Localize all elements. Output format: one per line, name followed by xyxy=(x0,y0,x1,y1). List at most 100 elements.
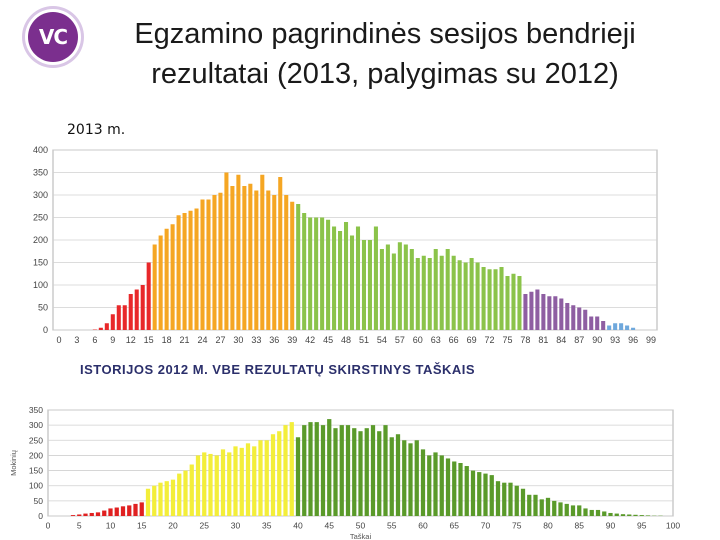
bar xyxy=(361,240,367,330)
bar xyxy=(70,515,76,516)
bar xyxy=(595,316,600,330)
x-tick-label: 48 xyxy=(341,335,351,345)
bar xyxy=(158,235,163,330)
bar xyxy=(254,190,259,330)
bar xyxy=(408,443,413,516)
bar xyxy=(308,422,313,516)
x-tick-label: 10 xyxy=(106,521,116,531)
bar xyxy=(414,440,419,516)
bar xyxy=(377,431,382,516)
bar xyxy=(314,422,319,516)
bar xyxy=(439,255,444,330)
x-tick-label: 20 xyxy=(168,521,178,531)
y-tick-label: 300 xyxy=(29,420,43,430)
x-tick-label: 100 xyxy=(666,521,680,531)
bar xyxy=(239,447,244,516)
y-tick-label: 0 xyxy=(38,511,43,521)
bar xyxy=(206,199,211,330)
bar xyxy=(577,307,582,330)
bar xyxy=(547,296,552,330)
bar xyxy=(314,217,319,330)
bar xyxy=(539,499,544,516)
bar xyxy=(553,296,558,330)
bar xyxy=(202,452,207,516)
bar xyxy=(364,428,369,516)
bar xyxy=(533,494,538,516)
bar xyxy=(511,273,516,330)
bar xyxy=(583,508,588,516)
x-tick-label: 63 xyxy=(431,335,441,345)
bar xyxy=(278,177,283,330)
x-tick-label: 0 xyxy=(46,521,51,531)
bar xyxy=(608,512,613,516)
chart-subtitle: 2013 m. xyxy=(67,122,126,138)
bar xyxy=(258,440,263,516)
bar xyxy=(571,305,576,330)
bar xyxy=(252,446,257,516)
bar xyxy=(128,294,133,330)
bar xyxy=(104,323,109,330)
bar xyxy=(152,244,157,330)
bar xyxy=(349,235,355,330)
bar xyxy=(625,325,630,330)
y-tick-label: 150 xyxy=(29,466,43,476)
bar xyxy=(463,262,468,330)
x-tick-label: 51 xyxy=(359,335,369,345)
bar xyxy=(595,509,601,516)
bar xyxy=(133,503,138,516)
bar xyxy=(295,437,301,516)
x-tick-label: 15 xyxy=(137,521,147,531)
bar xyxy=(230,186,235,330)
bar xyxy=(545,497,551,516)
x-tick-label: 6 xyxy=(92,335,97,345)
bar xyxy=(102,510,107,516)
x-tick-label: 81 xyxy=(538,335,548,345)
bar xyxy=(458,463,463,516)
bar xyxy=(114,507,119,516)
bar xyxy=(134,289,139,330)
bar xyxy=(451,255,456,330)
bar xyxy=(245,443,251,516)
x-tick-label: 12 xyxy=(126,335,136,345)
bar xyxy=(272,195,277,330)
bar xyxy=(170,479,176,516)
x-tick-label: 0 xyxy=(56,335,61,345)
bar xyxy=(277,431,282,516)
bar xyxy=(383,425,388,516)
x-tick-label: 25 xyxy=(200,521,210,531)
bar xyxy=(296,204,301,330)
bar xyxy=(633,514,638,516)
bar xyxy=(233,446,238,516)
x-tick-label: 85 xyxy=(575,521,585,531)
bar xyxy=(110,314,115,330)
x-tick-label: 60 xyxy=(418,521,428,531)
x-tick-label: 80 xyxy=(543,521,553,531)
bar xyxy=(343,222,349,330)
bar xyxy=(470,470,476,516)
y-tick-label: 250 xyxy=(33,213,48,223)
bar xyxy=(481,267,486,330)
bar xyxy=(266,190,271,330)
bar xyxy=(527,494,532,516)
y-tick-label: 100 xyxy=(29,481,43,491)
x-tick-label: 90 xyxy=(592,335,602,345)
x-tick-label: 50 xyxy=(356,521,366,531)
x-tick-label: 36 xyxy=(269,335,279,345)
bar xyxy=(200,199,205,330)
bar xyxy=(227,452,232,516)
x-tick-label: 5 xyxy=(77,521,82,531)
x-axis-label: Taškai xyxy=(350,532,372,540)
y-tick-label: 350 xyxy=(33,168,48,178)
bar xyxy=(457,260,462,330)
bar xyxy=(194,208,199,330)
x-tick-label: 93 xyxy=(610,335,620,345)
bar xyxy=(570,505,576,516)
x-tick-label: 75 xyxy=(512,521,522,531)
y-tick-label: 350 xyxy=(29,405,43,415)
bar xyxy=(345,425,351,516)
bar xyxy=(499,267,504,330)
bar xyxy=(120,506,126,516)
bar xyxy=(290,201,295,330)
bar xyxy=(645,515,651,516)
